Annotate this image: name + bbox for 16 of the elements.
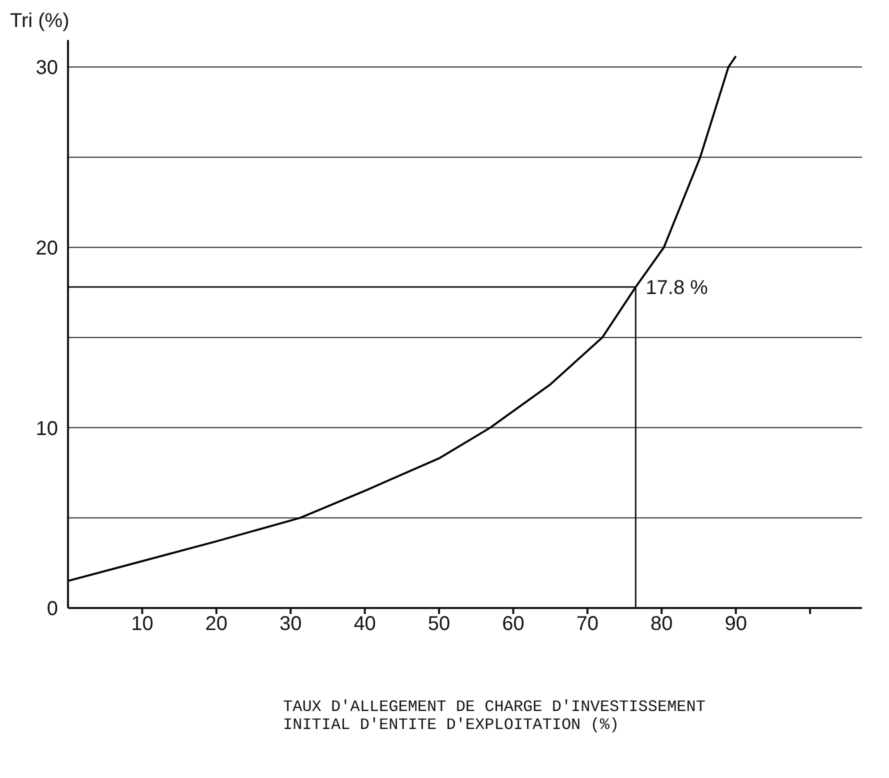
- y-tick-label: 30: [36, 57, 58, 80]
- y-axis-title: Tri (%): [10, 10, 70, 33]
- y-tick-label: 20: [36, 237, 58, 260]
- x-tick-label: 30: [279, 613, 302, 636]
- x-tick-label: 70: [576, 613, 599, 636]
- x-tick-label: 90: [724, 613, 747, 636]
- x-tick-label: 60: [502, 613, 524, 636]
- x-tick-label: 10: [131, 613, 154, 636]
- x-tick-label: 80: [650, 613, 673, 636]
- annotation: 17.8 %: [646, 277, 708, 300]
- x-axis-title: TAUX D'ALLEGEMENT DE CHARGE D'INVESTISSEMENT INITIAL D'ENTITE D'EXPLOITATION (%): [283, 698, 706, 734]
- y-tick-label: 10: [36, 418, 58, 440]
- x-tick-label: 50: [428, 613, 450, 636]
- y-tick-label: 0: [46, 598, 58, 620]
- x-tick-label: 20: [205, 613, 228, 636]
- x-tick-label: 40: [354, 613, 376, 636]
